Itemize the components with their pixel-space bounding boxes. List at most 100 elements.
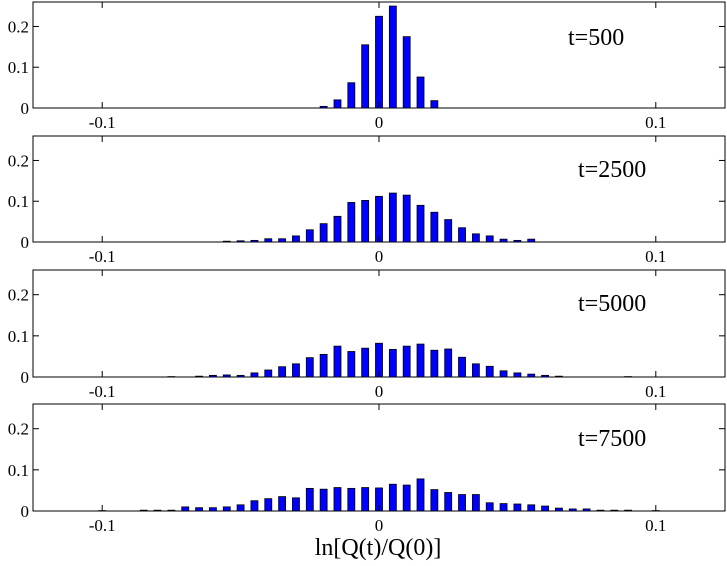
bar bbox=[610, 509, 619, 512]
bar bbox=[430, 211, 439, 243]
x-tick-label: 0.1 bbox=[645, 516, 666, 535]
time-annotation: t=5000 bbox=[578, 291, 646, 317]
bar bbox=[471, 233, 480, 243]
x-tick-label: -0.1 bbox=[89, 516, 116, 535]
panel-2: 0 0.1 0.2 -0.1 0 0.1 t=2500 bbox=[8, 135, 726, 266]
bar bbox=[167, 376, 176, 378]
bar bbox=[541, 505, 549, 512]
bar bbox=[292, 363, 300, 378]
bar bbox=[444, 492, 453, 512]
bar bbox=[471, 494, 480, 512]
x-tick-label: 0 bbox=[375, 382, 384, 401]
bar bbox=[319, 223, 328, 243]
bar bbox=[222, 506, 231, 512]
bar bbox=[305, 487, 314, 512]
bar bbox=[527, 238, 536, 243]
bar bbox=[513, 239, 522, 243]
bar bbox=[236, 374, 245, 378]
bar bbox=[375, 195, 383, 243]
y-tick-label: 0.2 bbox=[8, 420, 29, 439]
bar bbox=[250, 372, 259, 378]
bar bbox=[181, 506, 190, 512]
y-tick-label: 0.1 bbox=[8, 327, 29, 346]
bar bbox=[305, 357, 314, 378]
bar bbox=[555, 375, 563, 378]
bar bbox=[347, 487, 356, 512]
bar bbox=[236, 240, 245, 243]
y-tick-label: 0 bbox=[21, 99, 30, 118]
x-tick-label: 0 bbox=[375, 516, 384, 535]
y-tick-label: 0.1 bbox=[8, 192, 29, 211]
panel-1: 0 0.1 0.2 -0.1 0 0.1 t=500 bbox=[8, 1, 726, 132]
bar bbox=[485, 235, 494, 243]
bar bbox=[499, 238, 508, 243]
bar bbox=[139, 509, 148, 512]
bar bbox=[402, 194, 411, 243]
y-tick-label: 0.1 bbox=[8, 58, 29, 77]
bar bbox=[388, 483, 397, 512]
bar bbox=[347, 202, 356, 243]
bar bbox=[264, 498, 273, 512]
bar bbox=[278, 238, 287, 243]
bar bbox=[458, 227, 466, 243]
bar bbox=[527, 373, 536, 378]
bar bbox=[361, 347, 370, 378]
x-tick-label: 0.1 bbox=[645, 382, 666, 401]
bar bbox=[582, 508, 591, 512]
bar bbox=[236, 504, 245, 512]
bar bbox=[624, 509, 633, 512]
time-annotation: t=500 bbox=[568, 25, 624, 51]
x-tick-label: 0.1 bbox=[645, 113, 666, 132]
x-tick-label: -0.1 bbox=[89, 247, 116, 266]
x-tick-label: -0.1 bbox=[89, 113, 116, 132]
bar bbox=[292, 497, 300, 512]
y-tick-label: 0.2 bbox=[8, 151, 29, 170]
bar bbox=[333, 99, 342, 109]
bar bbox=[195, 375, 203, 378]
bar bbox=[222, 240, 231, 243]
bar bbox=[264, 369, 273, 378]
bar bbox=[416, 343, 425, 378]
bar bbox=[333, 215, 342, 243]
bar bbox=[361, 44, 370, 109]
bar bbox=[388, 5, 397, 109]
bar bbox=[292, 235, 300, 243]
panel-4: 0 0.1 0.2 -0.1 0 0.1 t=7500 bbox=[8, 403, 726, 535]
bar bbox=[250, 239, 259, 243]
bar bbox=[264, 238, 273, 243]
bar bbox=[471, 363, 480, 378]
bar bbox=[402, 36, 411, 109]
bar bbox=[485, 365, 494, 378]
y-tick-label: 0 bbox=[21, 368, 30, 387]
bar bbox=[153, 509, 162, 512]
time-annotation: t=2500 bbox=[578, 157, 646, 183]
bar bbox=[319, 488, 328, 512]
bar bbox=[375, 15, 383, 109]
bar bbox=[347, 351, 356, 378]
bar bbox=[319, 353, 328, 378]
y-tick-label: 0.2 bbox=[8, 286, 29, 305]
bar bbox=[209, 507, 217, 512]
x-tick-label: 0.1 bbox=[645, 247, 666, 266]
bar bbox=[555, 507, 563, 512]
bar bbox=[527, 504, 536, 512]
x-tick-label: 0 bbox=[375, 247, 384, 266]
x-tick-label: 0 bbox=[375, 113, 384, 132]
bar bbox=[430, 100, 439, 109]
bar bbox=[402, 484, 411, 512]
bar bbox=[278, 366, 287, 378]
bar bbox=[513, 503, 522, 512]
bar bbox=[222, 374, 231, 378]
bar bbox=[333, 345, 342, 378]
bar bbox=[416, 204, 425, 243]
bar bbox=[388, 349, 397, 378]
bar bbox=[361, 200, 370, 243]
y-tick-label: 0 bbox=[21, 233, 30, 252]
bar bbox=[167, 509, 176, 512]
bar bbox=[499, 370, 508, 378]
bar bbox=[402, 345, 411, 378]
bar bbox=[568, 508, 577, 512]
bar bbox=[513, 372, 522, 378]
bar bbox=[278, 496, 287, 512]
